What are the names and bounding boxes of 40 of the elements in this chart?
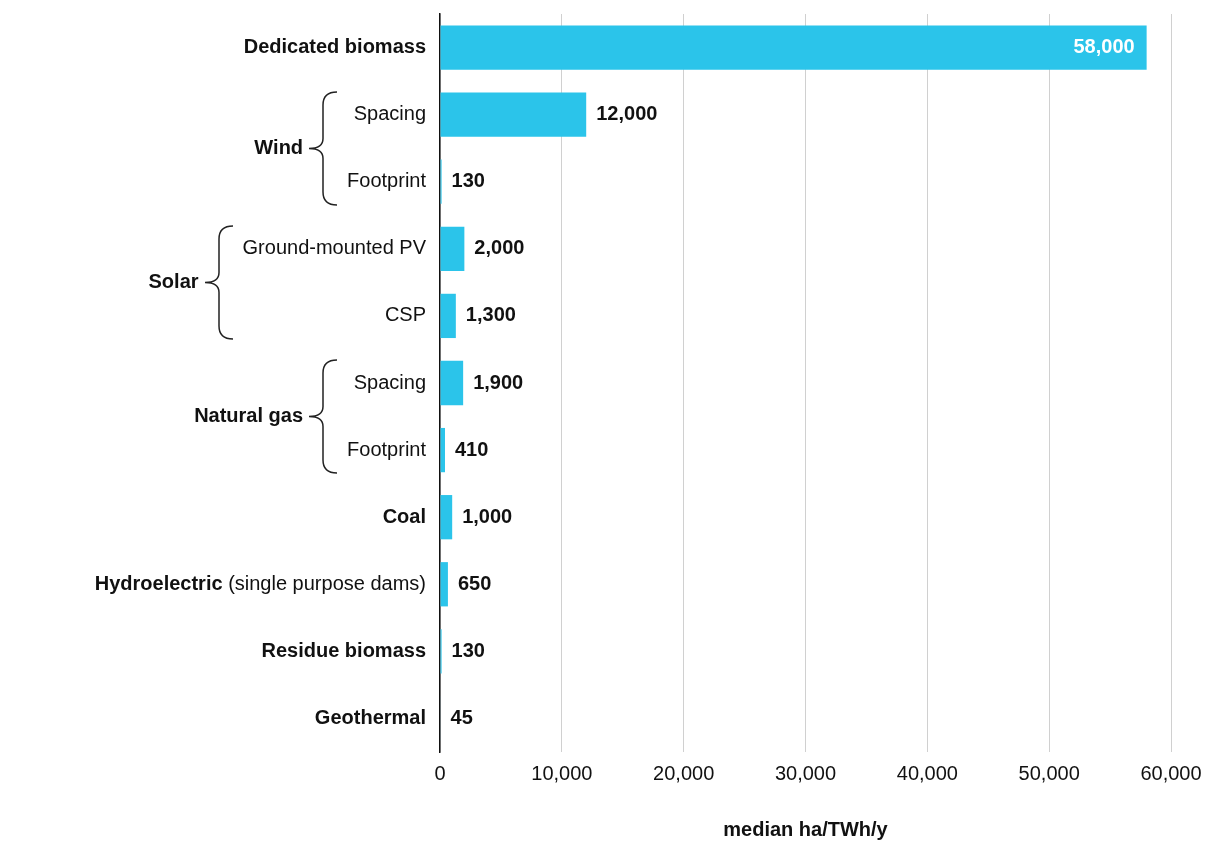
x-tick-label: 20,000 (653, 761, 715, 784)
y-tick-label: Geothermal (314, 705, 427, 728)
bar (440, 360, 464, 406)
y-tick-label: Footprint (347, 437, 427, 460)
x-tick-label: 30,000 (774, 761, 837, 784)
data-label: 1,900 (473, 370, 524, 393)
data-label: 1,300 (465, 303, 516, 326)
bar (440, 226, 465, 271)
x-tick-label: 10,000 (531, 761, 593, 784)
y-tick-label: Dedicated biomass (243, 35, 427, 58)
x-axis-title: median ha/TWh/y (723, 817, 889, 840)
bar (440, 495, 453, 540)
y-tick-label: Ground-mounted PV (242, 236, 427, 259)
x-tick-label: 60,000 (1140, 761, 1202, 784)
y-tick-label: Hydroelectric (single purpose dams) (94, 571, 427, 594)
y-tick-label: Spacing (353, 370, 427, 393)
y-tick-label: Residue biomass (261, 638, 427, 661)
data-label: 1,000 (462, 504, 513, 527)
bar (440, 562, 448, 607)
data-label: 130 (451, 638, 485, 661)
y-tick-label: CSP (384, 303, 426, 326)
data-label: 45 (450, 705, 473, 728)
bar (440, 92, 587, 137)
text: Natural gas (194, 404, 304, 427)
bar (440, 293, 456, 339)
data-label: 650 (457, 571, 492, 594)
x-tick-label: 50,000 (1018, 761, 1080, 784)
x-tick-label: 0 (434, 761, 446, 784)
data-label: 2,000 (474, 236, 525, 259)
data-label: 12,000 (596, 102, 658, 125)
data-label: 130 (451, 169, 485, 192)
text: Solar (148, 269, 199, 292)
text: Wind (254, 135, 304, 158)
data-label: 410 (455, 437, 489, 460)
data-label: 58,000 (1073, 35, 1135, 58)
y-tick-label: Footprint (347, 169, 427, 192)
x-tick-label: 40,000 (896, 761, 958, 784)
y-tick-label: Spacing (353, 102, 427, 125)
y-tick-label: Coal (382, 504, 426, 527)
bar (440, 25, 1147, 70)
